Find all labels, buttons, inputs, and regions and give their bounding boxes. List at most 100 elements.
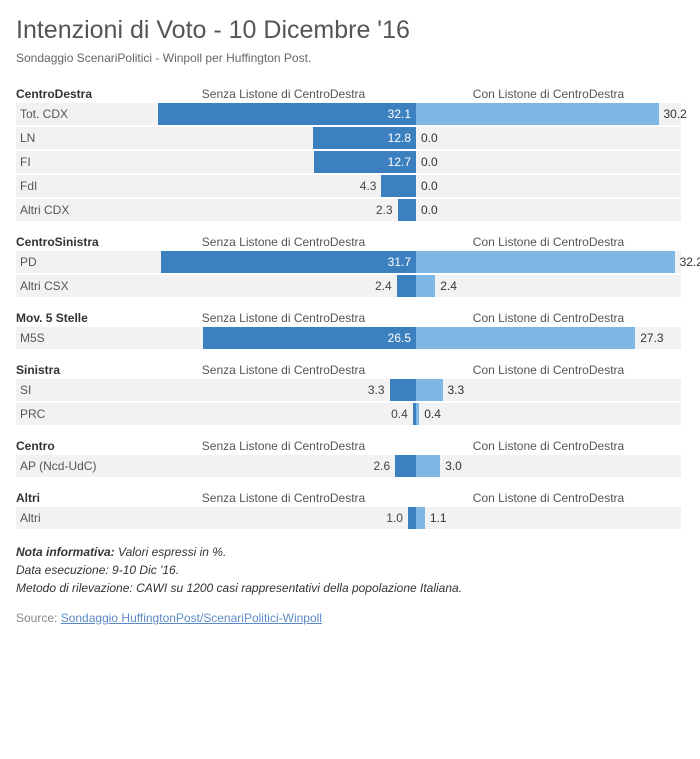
column-header-left: Senza Listone di CentroDestra [151,491,416,505]
row-label: Altri CSX [16,275,151,297]
bar-left [395,455,416,477]
group-name: CentroDestra [16,87,151,101]
value-left: 32.1 [383,107,416,121]
group-5: AltriSenza Listone di CentroDestraCon Li… [16,491,684,529]
group-header: CentroSinistraSenza Listone di CentroDes… [16,235,684,249]
row-label: PD [16,251,151,273]
column-header-right: Con Listone di CentroDestra [416,311,681,325]
bar-right [416,455,440,477]
column-header-right: Con Listone di CentroDestra [416,439,681,453]
footnote-line1: Valori espressi in %. [115,545,227,559]
bar-right [416,251,675,273]
data-row: Altri 1.0 1.1 [16,507,684,529]
bar-left [161,251,416,273]
column-header-right: Con Listone di CentroDestra [416,491,681,505]
bar-cell-right: 0.0 [416,199,681,221]
column-header-right: Con Listone di CentroDestra [416,87,681,101]
data-row: PRC0.40.4 [16,403,684,425]
group-3: SinistraSenza Listone di CentroDestraCon… [16,363,684,425]
bar-cell-right: 3.0 [416,455,681,477]
row-label: Tot. CDX [16,103,151,125]
bar-cell-right: 32.2 [416,251,681,273]
row-label: Altri [16,507,151,529]
data-row: M5S 26.5 27.3 [16,327,684,349]
bar-left [397,275,416,297]
row-label: SI [16,379,151,401]
bar-cell-right: 27.3 [416,327,681,349]
bar-right [416,103,659,125]
group-name: Mov. 5 Stelle [16,311,151,325]
value-left: 4.3 [355,179,382,193]
data-row: FI 12.70.0 [16,151,684,173]
column-header-right: Con Listone di CentroDestra [416,235,681,249]
bar-left [381,175,416,197]
bar-cell-left: 3.3 [151,379,416,401]
chart-body: CentroDestraSenza Listone di CentroDestr… [16,87,684,529]
bar-cell-left: 2.3 [151,199,416,221]
data-row: LN 12.80.0 [16,127,684,149]
chart-title: Intenzioni di Voto - 10 Dicembre '16 [16,16,684,45]
row-label: M5S [16,327,151,349]
group-header: Mov. 5 StelleSenza Listone di CentroDest… [16,311,684,325]
column-header-left: Senza Listone di CentroDestra [151,363,416,377]
group-header: CentroDestraSenza Listone di CentroDestr… [16,87,684,101]
value-left: 2.3 [371,203,398,217]
value-right: 0.4 [419,407,446,421]
data-row: AP (Ncd-UdC) 2.6 3.0 [16,455,684,477]
value-right: 1.1 [425,511,452,525]
bar-cell-right: 30.2 [416,103,681,125]
bar-cell-left: 1.0 [151,507,416,529]
bar-cell-right: 0.0 [416,175,681,197]
group-4: CentroSenza Listone di CentroDestraCon L… [16,439,684,477]
source-link[interactable]: Sondaggio HuffingtonPost/ScenariPolitici… [61,611,322,625]
value-right: 27.3 [635,331,668,345]
bar-cell-left: 12.7 [151,151,416,173]
value-left: 1.0 [381,511,408,525]
value-left: 31.7 [383,255,416,269]
footnote: Nota informativa: Valori espressi in %. … [16,543,684,597]
value-right: 30.2 [659,107,692,121]
bar-cell-left: 2.6 [151,455,416,477]
bar-cell-left: 32.1 [151,103,416,125]
column-header-left: Senza Listone di CentroDestra [151,87,416,101]
group-2: Mov. 5 StelleSenza Listone di CentroDest… [16,311,684,349]
value-right: 0.0 [416,155,443,169]
column-header-left: Senza Listone di CentroDestra [151,439,416,453]
bar-cell-right: 1.1 [416,507,681,529]
bar-cell-right: 0.0 [416,151,681,173]
bar-left [408,507,416,529]
bar-cell-left: 31.7 [151,251,416,273]
data-row: Tot. CDX 32.130.2 [16,103,684,125]
value-right: 3.3 [443,383,470,397]
group-header: AltriSenza Listone di CentroDestraCon Li… [16,491,684,505]
bar-cell-right: 0.0 [416,127,681,149]
value-right: 32.2 [675,255,700,269]
bar-cell-left: 4.3 [151,175,416,197]
column-header-left: Senza Listone di CentroDestra [151,235,416,249]
column-header-right: Con Listone di CentroDestra [416,363,681,377]
data-row: SI3.33.3 [16,379,684,401]
bar-left [398,199,416,221]
footnote-line2: Data esecuzione: 9-10 Dic '16. [16,563,179,577]
column-header-left: Senza Listone di CentroDestra [151,311,416,325]
data-row: PD 31.732.2 [16,251,684,273]
row-label: FI [16,151,151,173]
chart-subtitle: Sondaggio ScenariPolitici - Winpoll per … [16,51,684,65]
footnote-label: Nota informativa: [16,545,115,559]
row-label: LN [16,127,151,149]
group-name: Centro [16,439,151,453]
bar-left [158,103,416,125]
source-label: Source: [16,611,61,625]
value-left: 12.7 [383,155,416,169]
group-0: CentroDestraSenza Listone di CentroDestr… [16,87,684,221]
group-name: Altri [16,491,151,505]
value-left: 2.6 [368,459,395,473]
bar-right [416,507,425,529]
row-label: FdI [16,175,151,197]
value-left: 12.8 [383,131,416,145]
group-name: Sinistra [16,363,151,377]
row-label: AP (Ncd-UdC) [16,455,151,477]
value-left: 26.5 [383,331,416,345]
value-right: 0.0 [416,131,443,145]
bar-cell-right: 3.3 [416,379,681,401]
